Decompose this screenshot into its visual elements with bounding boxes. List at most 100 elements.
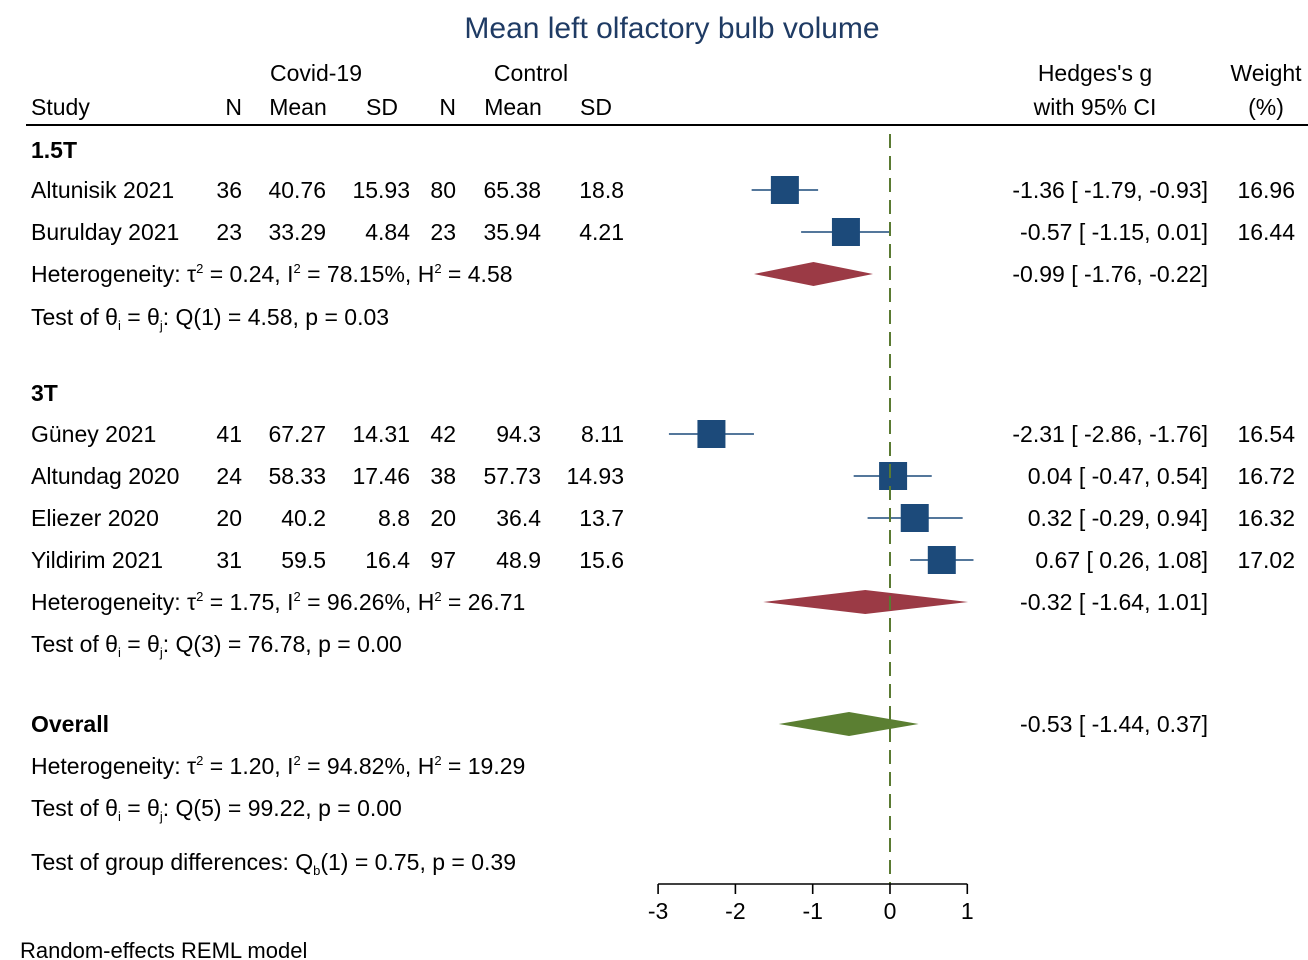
x-tick-label: 0	[884, 898, 897, 924]
overall-diamond	[778, 712, 919, 736]
column-headers: Covid-19 Control Hedges's g Weight Study…	[31, 60, 1302, 120]
study-marker	[900, 504, 929, 532]
study-marker	[831, 218, 860, 246]
header-effect-line2: with 95% CI	[1033, 94, 1157, 120]
subgroup-label: 3T	[31, 380, 58, 406]
group-difference-test: Test of group differences: Qb(1) = 0.75,…	[31, 849, 516, 878]
study-sd2: 13.7	[579, 505, 624, 531]
study-sd2: 14.93	[566, 463, 624, 489]
study-mean1: 59.5	[281, 547, 326, 573]
study-n1: 36	[216, 177, 242, 203]
x-tick-label: 1	[961, 898, 974, 924]
study-ci: -2.31 [ -2.86, -1.76]	[1012, 421, 1208, 447]
study-name: Altunisik 2021	[31, 177, 174, 203]
study-mean2: 94.3	[496, 421, 541, 447]
overall-test: Test of θi = θj: Q(5) = 99.22, p = 0.00	[31, 795, 402, 824]
study-sd2: 15.6	[579, 547, 624, 573]
footnote: Random-effects REML model	[20, 938, 307, 960]
study-n1: 20	[216, 505, 242, 531]
chart-title: Mean left olfactory bulb volume	[464, 12, 879, 45]
study-sd1: 4.84	[365, 219, 410, 245]
study-weight: 17.02	[1237, 547, 1295, 573]
header-effect-line1: Hedges's g	[1038, 60, 1152, 86]
study-mean1: 40.76	[268, 177, 326, 203]
study-sd1: 16.4	[365, 547, 410, 573]
header-mean1: Mean	[269, 94, 327, 120]
x-tick-label: -2	[725, 898, 745, 924]
header-n1: N	[225, 94, 242, 120]
study-marker	[879, 462, 908, 490]
study-ci: 0.04 [ -0.47, 0.54]	[1028, 463, 1208, 489]
forest-marks	[668, 134, 974, 884]
study-marker	[770, 176, 799, 204]
study-marker	[697, 420, 726, 448]
study-sd1: 8.8	[378, 505, 410, 531]
study-name: Burulday 2021	[31, 219, 179, 245]
study-mean2: 35.94	[483, 219, 541, 245]
subgroup-pooled-ci: -0.32 [ -1.64, 1.01]	[1020, 589, 1208, 615]
study-n2: 80	[430, 177, 456, 203]
study-name: Eliezer 2020	[31, 505, 159, 531]
x-axis: -3 -2 -1 0 1	[648, 883, 974, 924]
subgroup-diamond	[753, 262, 873, 286]
header-study: Study	[31, 94, 90, 120]
subgroup-label: 1.5T	[31, 137, 77, 163]
header-weight-line2: (%)	[1248, 94, 1284, 120]
study-sd2: 18.8	[579, 177, 624, 203]
study-ci: -0.57 [ -1.15, 0.01]	[1020, 219, 1208, 245]
subgroup-test: Test of θi = θj: Q(1) = 4.58, p = 0.03	[31, 304, 389, 333]
study-ci: -1.36 [ -1.79, -0.93]	[1012, 177, 1208, 203]
study-sd2: 4.21	[579, 219, 624, 245]
study-name: Altundag 2020	[31, 463, 179, 489]
study-mean2: 36.4	[496, 505, 541, 531]
study-n1: 24	[216, 463, 242, 489]
study-sd2: 8.11	[581, 421, 624, 447]
study-ci: 0.67 [ 0.26, 1.08]	[1035, 547, 1208, 573]
overall-label: Overall	[31, 711, 109, 737]
study-n1: 41	[216, 421, 242, 447]
subgroup-test: Test of θi = θj: Q(3) = 76.78, p = 0.00	[31, 631, 402, 660]
study-n2: 42	[430, 421, 456, 447]
header-group2: Control	[494, 60, 568, 86]
study-n2: 97	[430, 547, 456, 573]
study-name: Yildirim 2021	[31, 547, 163, 573]
study-sd1: 14.31	[352, 421, 410, 447]
subgroup-heterogeneity: Heterogeneity: τ2 = 0.24, I2 = 78.15%, H…	[31, 261, 513, 287]
header-n2: N	[439, 94, 456, 120]
study-ci: 0.32 [ -0.29, 0.94]	[1028, 505, 1208, 531]
study-n2: 20	[430, 505, 456, 531]
forest-rows: 1.5T Altunisik 2021 36 40.76 15.93 80 65.38 18.…	[31, 137, 1295, 878]
study-sd1: 17.46	[352, 463, 410, 489]
header-sd1: SD	[366, 94, 398, 120]
overall-ci: -0.53 [ -1.44, 0.37]	[1020, 711, 1208, 737]
header-weight-line1: Weight	[1230, 60, 1302, 86]
study-name: Güney 2021	[31, 421, 156, 447]
study-mean1: 40.2	[281, 505, 326, 531]
study-n2: 23	[430, 219, 456, 245]
study-n1: 23	[216, 219, 242, 245]
study-mean2: 48.9	[496, 547, 541, 573]
study-n2: 38	[430, 463, 456, 489]
subgroup-heterogeneity: Heterogeneity: τ2 = 1.75, I2 = 96.26%, H…	[31, 589, 525, 615]
subgroup-diamond	[763, 590, 969, 614]
header-mean2: Mean	[484, 94, 542, 120]
study-weight: 16.72	[1237, 463, 1295, 489]
study-weight: 16.32	[1237, 505, 1295, 531]
overall-heterogeneity: Heterogeneity: τ2 = 1.20, I2 = 94.82%, H…	[31, 753, 525, 779]
study-mean1: 33.29	[268, 219, 326, 245]
header-group1: Covid-19	[270, 60, 362, 86]
study-n1: 31	[216, 547, 242, 573]
x-tick-label: -3	[648, 898, 668, 924]
study-weight: 16.54	[1237, 421, 1295, 447]
study-mean2: 65.38	[483, 177, 541, 203]
study-mean2: 57.73	[483, 463, 541, 489]
x-tick-label: -1	[802, 898, 822, 924]
header-sd2: SD	[580, 94, 612, 120]
study-mean1: 58.33	[268, 463, 326, 489]
study-marker	[927, 546, 956, 574]
study-weight: 16.96	[1237, 177, 1295, 203]
subgroup-pooled-ci: -0.99 [ -1.76, -0.22]	[1012, 261, 1208, 287]
study-sd1: 15.93	[352, 177, 410, 203]
study-weight: 16.44	[1237, 219, 1295, 245]
